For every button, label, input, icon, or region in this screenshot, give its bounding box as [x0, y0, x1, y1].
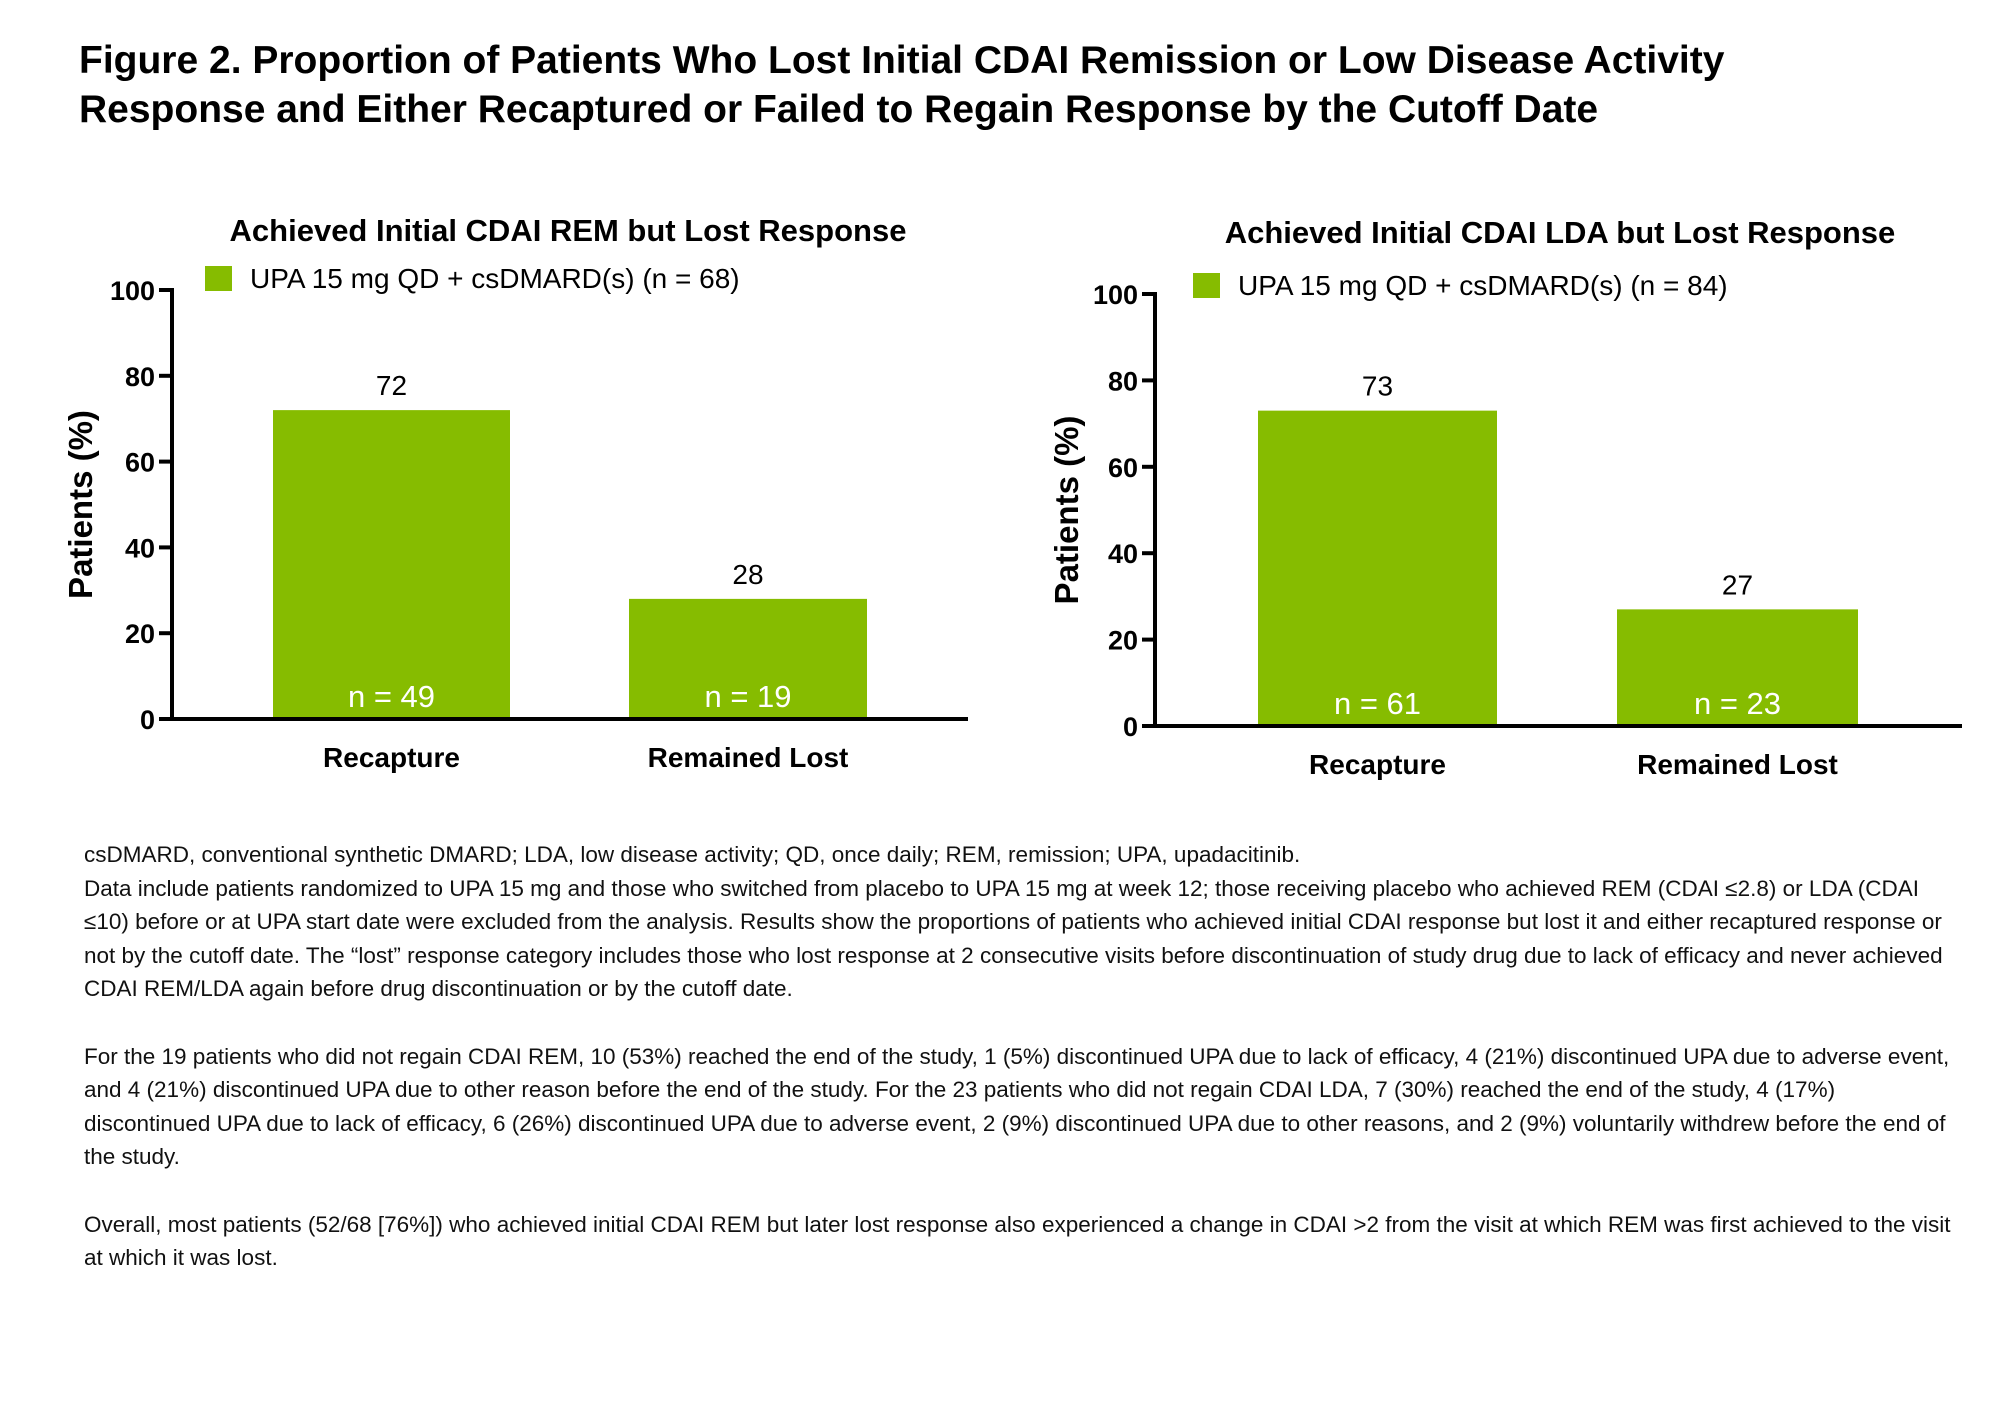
x-tick-label: Recapture: [323, 742, 460, 773]
bar-value-label: 27: [1722, 569, 1753, 600]
y-tick-label: 100: [110, 276, 155, 306]
bar-value-label: 73: [1362, 371, 1393, 402]
bar: [1617, 609, 1858, 726]
y-tick-label: 60: [1108, 453, 1138, 483]
notes-overall: Overall, most patients (52/68 [76%]) who…: [84, 1211, 1951, 1271]
figure-notes: csDMARD, conventional synthetic DMARD; L…: [84, 838, 1964, 1308]
y-tick-label: 40: [1108, 539, 1138, 569]
figure-title-line-1: Figure 2. Proportion of Patients Who Los…: [79, 39, 1725, 82]
x-tick-label: Remained Lost: [648, 742, 849, 773]
bar-value-label: 72: [376, 370, 407, 401]
notes-abbreviations: csDMARD, conventional synthetic DMARD; L…: [84, 842, 1301, 867]
y-tick-label: 0: [140, 705, 155, 735]
figure-title: Figure 2. Proportion of Patients Who Los…: [79, 36, 1959, 134]
chart-title: Achieved Initial CDAI REM but Lost Respo…: [230, 213, 907, 248]
y-tick-label: 80: [125, 362, 155, 392]
y-tick-label: 40: [125, 533, 155, 563]
x-tick-label: Recapture: [1309, 749, 1446, 780]
legend-label: UPA 15 mg QD + csDMARD(s) (n = 68): [250, 263, 740, 294]
bar: [629, 598, 867, 719]
figure-title-line-2: Response and Either Recaptured or Failed…: [79, 88, 1599, 131]
x-tick-label: Remained Lost: [1637, 749, 1838, 780]
bar-n-label: n = 19: [704, 679, 791, 714]
notes-breakdown: For the 19 patients who did not regain C…: [84, 1043, 1950, 1170]
chart-rem-lost-response: Achieved Initial CDAI REM but Lost Respo…: [62, 213, 968, 773]
y-tick-label: 0: [1123, 712, 1138, 742]
legend-swatch: [1193, 273, 1220, 298]
bar-n-label: n = 61: [1334, 686, 1421, 721]
notes-methods: Data include patients randomized to UPA …: [84, 875, 1943, 1002]
y-tick-label: 20: [1108, 626, 1138, 656]
y-tick-label: 60: [125, 448, 155, 478]
bar-value-label: 28: [732, 559, 763, 590]
y-axis-label: Patients (%): [1048, 416, 1085, 605]
bar: [1258, 410, 1497, 726]
legend-label: UPA 15 mg QD + csDMARD(s) (n = 84): [1238, 270, 1728, 301]
bar-n-label: n = 49: [348, 679, 435, 714]
y-tick-label: 20: [125, 619, 155, 649]
bar: [273, 410, 510, 719]
notes-abbreviations-and-methods: csDMARD, conventional synthetic DMARD; L…: [84, 838, 1964, 1006]
legend-swatch: [205, 266, 232, 291]
y-tick-label: 100: [1093, 280, 1138, 310]
chart-title: Achieved Initial CDAI LDA but Lost Respo…: [1225, 215, 1896, 250]
chart-lda-lost-response: Achieved Initial CDAI LDA but Lost Respo…: [1048, 215, 1962, 780]
y-axis-label: Patients (%): [62, 410, 99, 599]
bar-n-label: n = 23: [1694, 686, 1781, 721]
y-tick-label: 80: [1108, 366, 1138, 396]
